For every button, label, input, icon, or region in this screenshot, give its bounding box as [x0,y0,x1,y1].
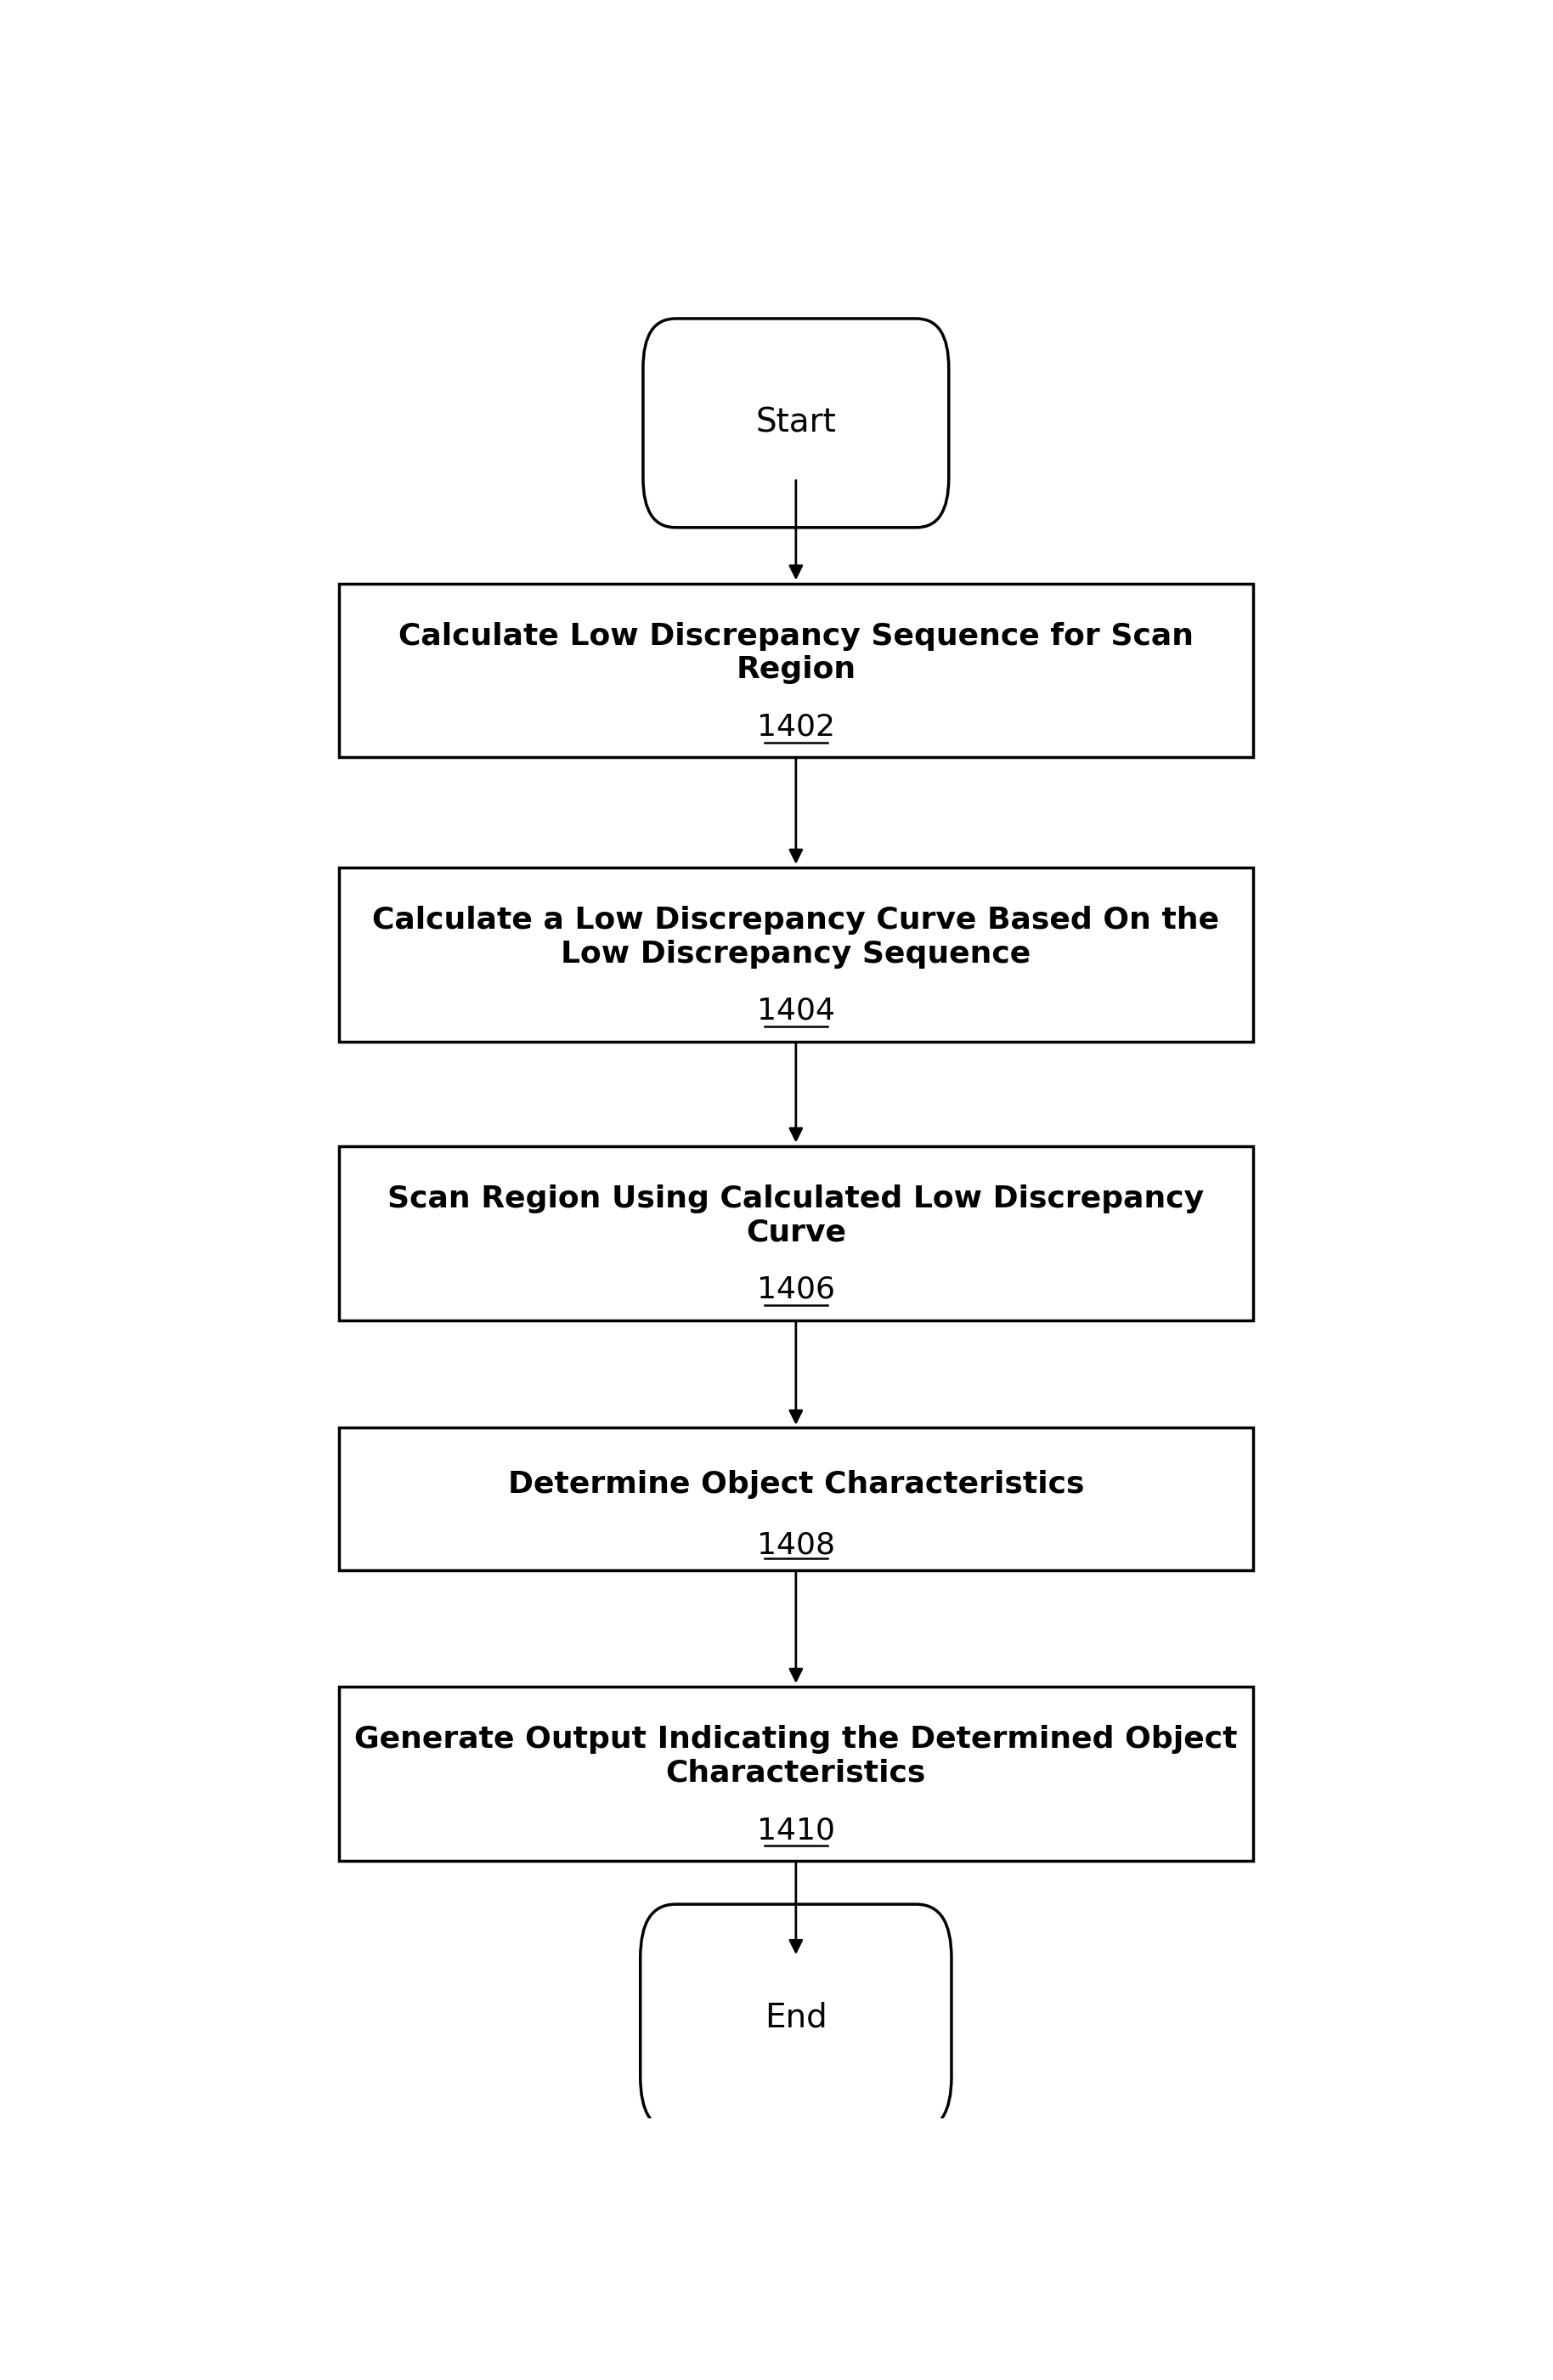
Text: Start: Start [756,407,836,440]
FancyBboxPatch shape [643,319,949,528]
Text: 1406: 1406 [756,1276,836,1304]
Text: Calculate Low Discrepancy Sequence for Scan
Region: Calculate Low Discrepancy Sequence for S… [398,621,1194,683]
Text: 1404: 1404 [756,997,836,1026]
Bar [339,583,1253,757]
Text: Generate Output Indicating the Determined Object
Characteristics: Generate Output Indicating the Determine… [354,1726,1238,1787]
Bar [339,1428,1253,1571]
Text: Determine Object Characteristics: Determine Object Characteristics [508,1471,1084,1499]
Text: Scan Region Using Calculated Low Discrepancy
Curve: Scan Region Using Calculated Low Discrep… [388,1185,1204,1247]
Text: 1410: 1410 [756,1816,836,1845]
Text: End: End [764,2002,828,2033]
FancyBboxPatch shape [640,1904,952,2130]
Bar [339,1687,1253,1861]
Text: 1402: 1402 [756,712,836,743]
Text: 1408: 1408 [756,1530,836,1559]
Text: Calculate a Low Discrepancy Curve Based On the
Low Discrepancy Sequence: Calculate a Low Discrepancy Curve Based … [373,907,1219,969]
Bar [339,1147,1253,1321]
Bar [339,866,1253,1042]
